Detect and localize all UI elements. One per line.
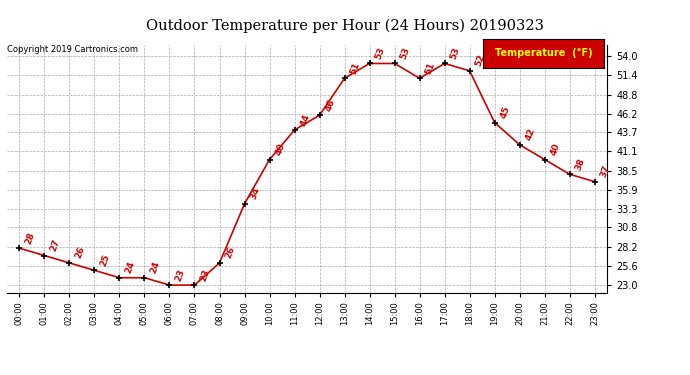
Text: 53: 53 — [374, 46, 386, 61]
Text: 23: 23 — [199, 267, 211, 282]
Text: 34: 34 — [248, 186, 262, 201]
Text: 40: 40 — [549, 142, 562, 157]
Text: 24: 24 — [148, 260, 161, 275]
Text: 25: 25 — [99, 253, 111, 267]
Text: 53: 53 — [399, 46, 411, 61]
Text: 27: 27 — [48, 238, 61, 253]
Text: Copyright 2019 Cartronics.com: Copyright 2019 Cartronics.com — [7, 45, 138, 54]
Text: 37: 37 — [599, 164, 611, 179]
Text: Temperature  (°F): Temperature (°F) — [495, 48, 592, 58]
Text: 52: 52 — [474, 53, 486, 68]
Text: 23: 23 — [174, 267, 186, 282]
Text: 51: 51 — [424, 61, 437, 75]
Text: 38: 38 — [574, 157, 586, 171]
Text: 28: 28 — [23, 231, 37, 245]
Text: 26: 26 — [74, 245, 86, 260]
Text: 53: 53 — [448, 46, 462, 61]
Text: 42: 42 — [524, 127, 537, 142]
Text: 51: 51 — [348, 61, 362, 75]
Text: 24: 24 — [124, 260, 137, 275]
Text: 44: 44 — [299, 112, 311, 127]
Text: 46: 46 — [324, 98, 337, 112]
Text: 45: 45 — [499, 105, 511, 120]
Text: 26: 26 — [224, 245, 237, 260]
Text: Outdoor Temperature per Hour (24 Hours) 20190323: Outdoor Temperature per Hour (24 Hours) … — [146, 19, 544, 33]
Text: 40: 40 — [274, 142, 286, 157]
